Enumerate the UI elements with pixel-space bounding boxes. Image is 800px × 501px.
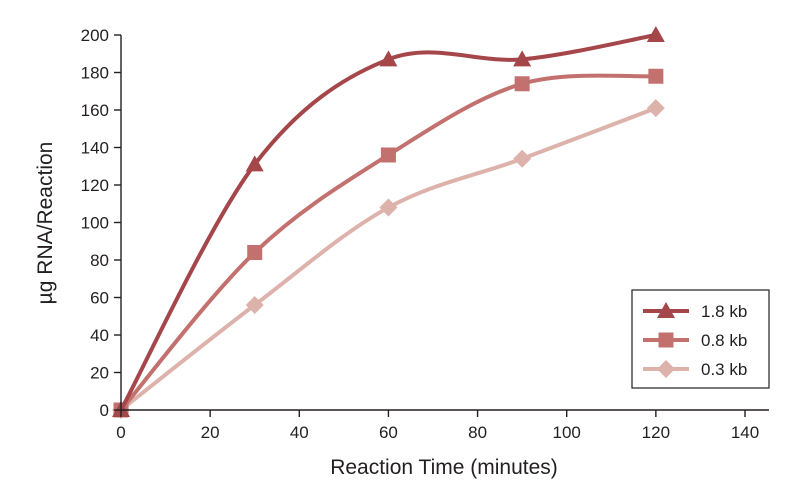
legend: 1.8 kb 0.8 kb 0.3 kb <box>631 289 770 389</box>
y-tick-label: 40 <box>90 326 109 345</box>
data-point-triangle <box>513 50 532 67</box>
data-point-triangle <box>245 155 264 172</box>
x-tick-label: 120 <box>642 423 670 442</box>
series-triangle <box>112 26 665 417</box>
legend-marker-triangle <box>657 302 675 318</box>
data-point-diamond <box>245 296 264 314</box>
y-axis-title: µg RNA/Reaction <box>34 142 57 305</box>
data-point-square <box>380 147 396 163</box>
legend-item: 0.3 kb <box>643 360 747 379</box>
data-point-diamond <box>513 149 532 168</box>
series-layer <box>112 26 665 419</box>
legend-marker-diamond <box>657 360 675 378</box>
data-point-triangle <box>646 26 665 42</box>
x-tick-label: 60 <box>379 423 398 442</box>
x-tick-label: 0 <box>116 423 125 442</box>
series-square <box>113 68 664 418</box>
x-axis-title: Reaction Time (minutes) <box>330 456 558 479</box>
x-tick-label: 80 <box>468 423 487 442</box>
series-line <box>119 33 658 412</box>
data-point-diamond <box>646 99 665 118</box>
y-tick-label: 100 <box>81 214 109 233</box>
y-tick-label: 200 <box>81 26 109 45</box>
y-tick-label: 20 <box>90 364 109 383</box>
x-tick-label: 20 <box>201 423 220 442</box>
legend-item: 1.8 kb <box>643 302 747 321</box>
x-tick-label: 140 <box>731 423 759 442</box>
data-point-diamond <box>379 198 398 217</box>
data-point-square <box>514 76 530 92</box>
x-tick-label: 40 <box>290 423 309 442</box>
y-tick-label: 120 <box>81 176 109 195</box>
series-line <box>119 73 658 412</box>
series-diamond <box>112 99 665 419</box>
data-point-triangle <box>379 50 398 67</box>
legend-marker-square <box>658 332 674 348</box>
y-tick-label: 80 <box>90 251 109 270</box>
legend-label: 1.8 kb <box>701 302 747 321</box>
axes-layer: 0 20 40 60 80 100 120 140 160 180 200 0 20 40 60 80 100 1… <box>81 26 769 442</box>
legend-label: 0.8 kb <box>701 331 747 350</box>
legend-label: 0.3 kb <box>701 360 747 379</box>
data-point-square <box>247 245 263 260</box>
y-tick-label: 160 <box>81 101 109 120</box>
legend-item: 0.8 kb <box>643 331 747 350</box>
data-point-square <box>648 68 664 84</box>
y-tick-label: 140 <box>81 139 109 158</box>
y-tick-label: 180 <box>81 64 109 83</box>
x-tick-label: 100 <box>553 423 581 442</box>
y-tick-label: 0 <box>100 401 109 420</box>
y-tick-label: 60 <box>90 289 109 308</box>
